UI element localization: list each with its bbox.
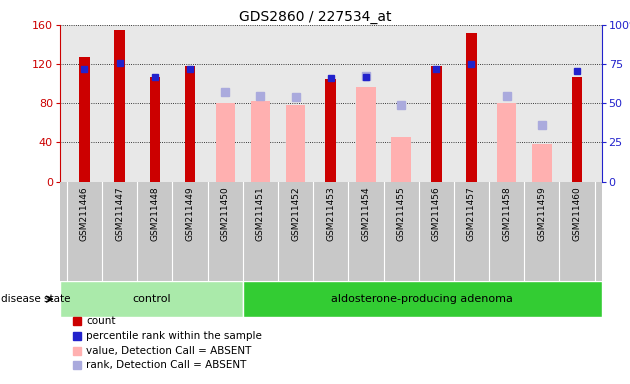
Text: value, Detection Call = ABSENT: value, Detection Call = ABSENT	[86, 346, 252, 356]
Bar	[431, 66, 442, 182]
Text: rank, Detection Call = ABSENT: rank, Detection Call = ABSENT	[86, 361, 247, 371]
Bar	[356, 87, 375, 182]
Bar	[60, 281, 243, 317]
Text: GSM211446: GSM211446	[80, 187, 89, 241]
Text: count: count	[86, 316, 116, 326]
Bar	[115, 30, 125, 182]
Bar	[243, 281, 602, 317]
Bar	[497, 103, 517, 182]
Text: aldosterone-producing adenoma: aldosterone-producing adenoma	[331, 294, 513, 304]
Bar	[79, 57, 89, 182]
Bar	[532, 144, 551, 182]
Text: GSM211454: GSM211454	[362, 187, 370, 241]
Text: GSM211447: GSM211447	[115, 187, 124, 241]
Text: GSM211460: GSM211460	[573, 187, 581, 242]
Text: GSM211452: GSM211452	[291, 187, 300, 241]
Text: GSM211448: GSM211448	[151, 187, 159, 241]
Text: GSM211456: GSM211456	[432, 187, 441, 242]
Text: GSM211457: GSM211457	[467, 187, 476, 242]
Bar	[215, 103, 235, 182]
Text: GSM211458: GSM211458	[502, 187, 511, 242]
Text: GSM211453: GSM211453	[326, 187, 335, 242]
Text: GSM211450: GSM211450	[220, 187, 230, 242]
Bar	[466, 33, 477, 182]
Text: GSM211451: GSM211451	[256, 187, 265, 242]
Text: control: control	[132, 294, 171, 304]
Bar	[149, 77, 160, 182]
Text: GSM211455: GSM211455	[397, 187, 406, 242]
Bar	[251, 101, 270, 182]
Text: GSM211449: GSM211449	[185, 187, 195, 241]
Text: disease state: disease state	[1, 294, 71, 304]
Bar	[391, 137, 411, 182]
Text: percentile rank within the sample: percentile rank within the sample	[86, 331, 262, 341]
Bar	[326, 79, 336, 182]
Text: GSM211459: GSM211459	[537, 187, 546, 242]
Text: GDS2860 / 227534_at: GDS2860 / 227534_at	[239, 10, 391, 23]
Bar	[286, 105, 306, 182]
Bar	[185, 66, 195, 182]
Bar	[572, 77, 582, 182]
